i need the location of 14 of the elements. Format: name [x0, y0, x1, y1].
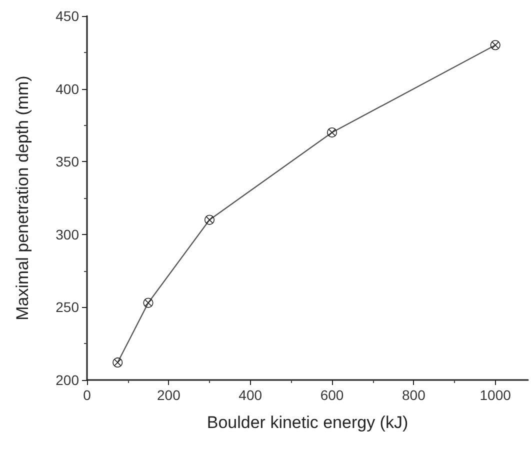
x-tick-label: 600	[320, 387, 344, 403]
x-tick-label: 1000	[480, 387, 512, 403]
x-tick-label: 400	[238, 387, 262, 403]
x-tick-label: 800	[402, 387, 426, 403]
x-tick-label: 200	[156, 387, 181, 403]
y-tick-label: 400	[56, 80, 80, 97]
y-tick-label: 200	[56, 372, 80, 388]
x-axis-title: Boulder kinetic energy (kJ)	[206, 413, 408, 432]
y-tick-label: 350	[56, 154, 80, 170]
y-tick-label: 450	[56, 8, 80, 24]
x-tick-label: 0	[83, 387, 92, 403]
y-tick-label: 250	[56, 299, 80, 316]
y-axis-title: Maximal penetration depth (mm)	[13, 76, 32, 320]
y-tick-label: 300	[56, 226, 80, 242]
